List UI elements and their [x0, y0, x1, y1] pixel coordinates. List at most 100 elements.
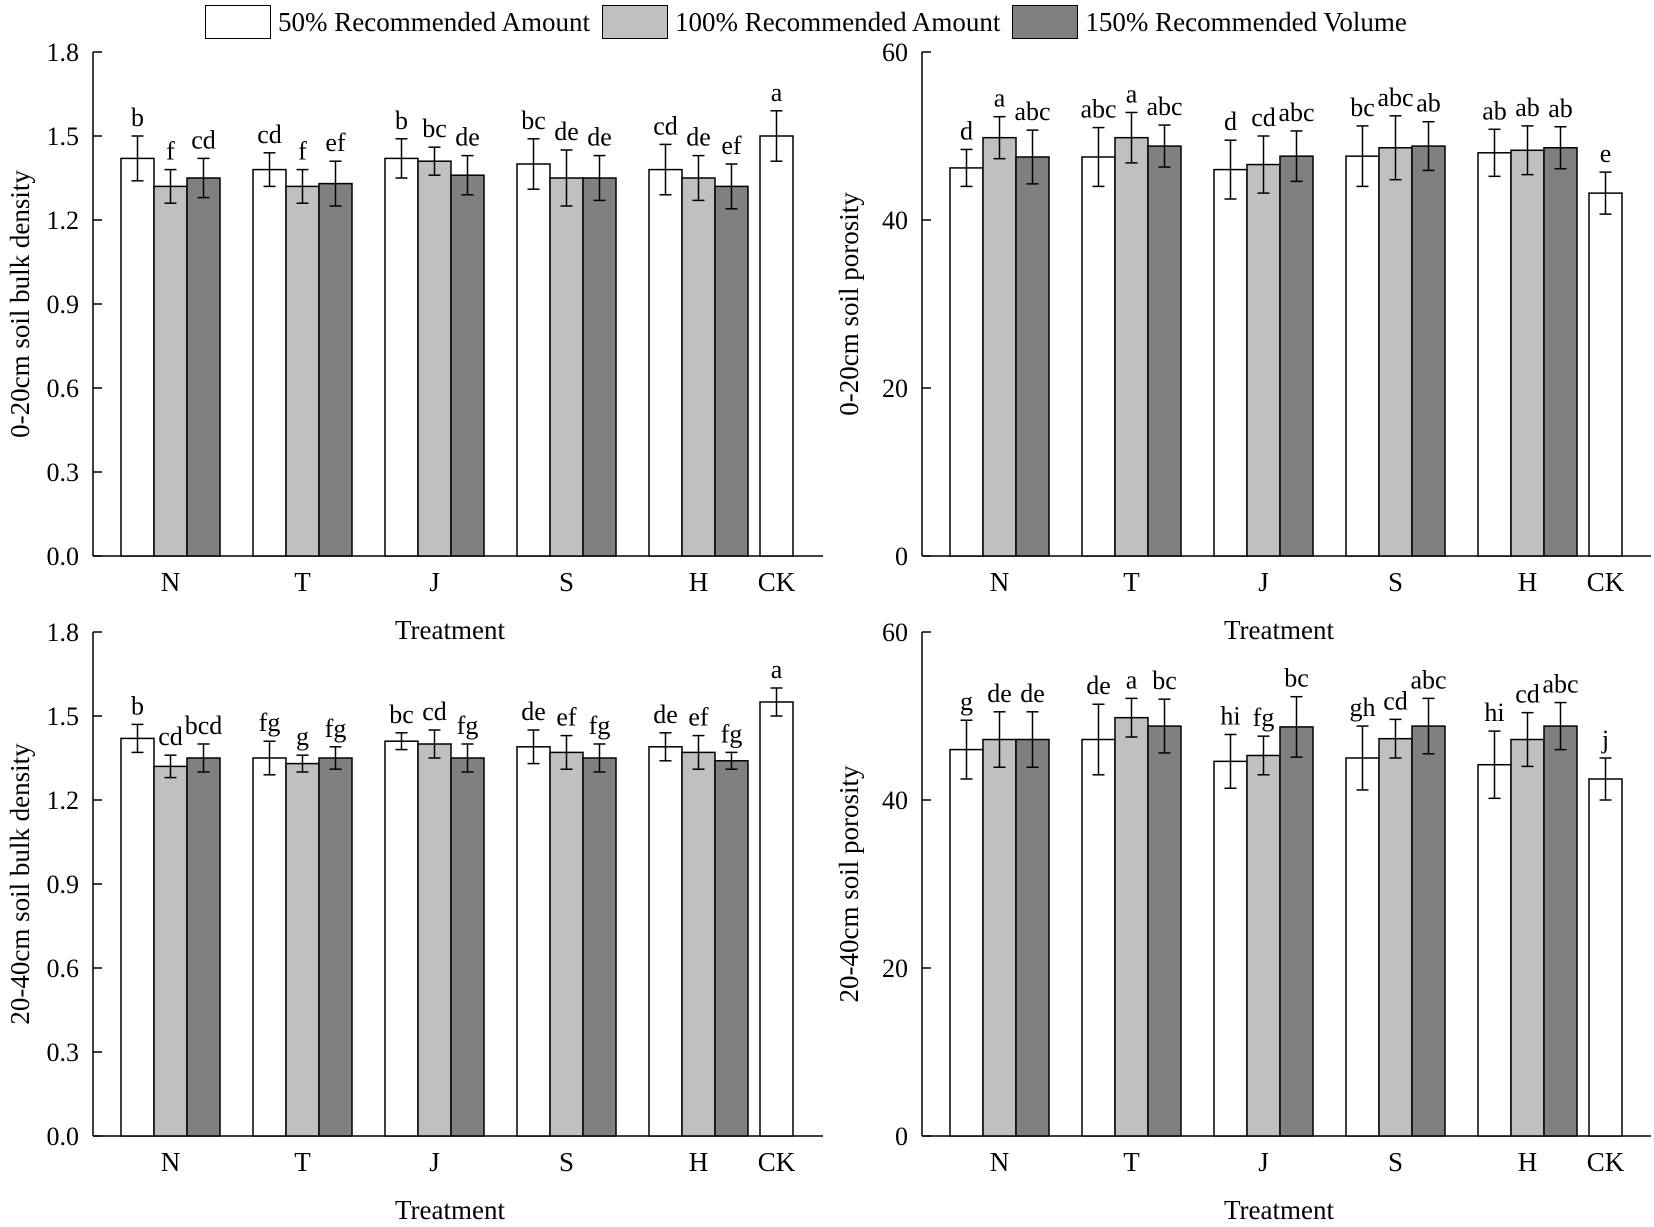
bar: [252, 757, 287, 1137]
legend-item-50: 50% Recommended Amount: [205, 5, 590, 39]
bar: [252, 168, 287, 557]
x-tick-label: T: [294, 567, 311, 597]
y-tick-label: 0.0: [47, 1122, 80, 1151]
significance-letter: de: [521, 697, 546, 726]
bar: [1588, 778, 1623, 1137]
bar: [549, 177, 584, 557]
x-tick-label: CK: [758, 567, 796, 597]
significance-letter: abc: [1278, 98, 1314, 127]
significance-letter: ab: [1482, 96, 1507, 125]
bar: [1213, 168, 1248, 557]
significance-letter: abc: [1542, 670, 1578, 699]
bar: [417, 743, 452, 1137]
significance-letter: bcd: [185, 711, 223, 740]
significance-letter: cd: [257, 120, 282, 149]
significance-letter: de: [1020, 679, 1045, 708]
bar: [285, 762, 320, 1137]
y-tick-label: 1.2: [47, 786, 80, 815]
y-axis-label: 0-20cm soil bulk density: [5, 170, 35, 438]
significance-letter: b: [131, 691, 144, 720]
bar: [1114, 136, 1149, 557]
bar: [582, 757, 617, 1137]
bar: [949, 167, 984, 557]
x-tick-label: T: [1123, 567, 1140, 597]
significance-letter: cd: [1515, 680, 1540, 709]
x-tick-label: CK: [1587, 567, 1625, 597]
x-tick-label: H: [1518, 567, 1538, 597]
significance-letter: de: [1086, 671, 1111, 700]
bar: [450, 757, 485, 1137]
significance-letter: bc: [1152, 666, 1177, 695]
x-axis-label: Treatment: [395, 1195, 505, 1225]
significance-letter: ef: [688, 703, 709, 732]
significance-letter: cd: [653, 111, 678, 140]
significance-letter: ab: [1515, 93, 1540, 122]
y-axis-label: 0-20cm soil porosity: [834, 192, 864, 416]
significance-letter: a: [1126, 665, 1138, 694]
significance-letter: fg: [457, 711, 479, 740]
bar: [1543, 147, 1578, 557]
significance-letter: de: [455, 123, 480, 152]
bar: [1477, 152, 1512, 557]
significance-letter: abc: [1014, 97, 1050, 126]
x-tick-label: N: [990, 1147, 1010, 1177]
bar: [714, 760, 749, 1137]
x-tick-label: T: [294, 1147, 311, 1177]
x-tick-label: N: [161, 1147, 181, 1177]
bar: [1345, 757, 1380, 1137]
significance-letter: d: [1224, 107, 1237, 136]
bar: [1378, 737, 1413, 1137]
bar: [1015, 156, 1050, 557]
y-axis-label: 20-40cm soil bulk density: [5, 743, 35, 1025]
significance-letter: bc: [521, 106, 546, 135]
bar: [285, 185, 320, 557]
x-tick-label: N: [990, 567, 1010, 597]
bar: [1246, 163, 1281, 557]
significance-letter: ab: [1416, 89, 1441, 118]
significance-letter: fg: [721, 719, 743, 748]
y-tick-label: 0: [895, 542, 908, 571]
legend-item-150: 150% Recommended Volume: [1012, 5, 1407, 39]
significance-letter: b: [131, 103, 144, 132]
bar: [1279, 726, 1314, 1137]
significance-letter: hi: [1220, 701, 1240, 730]
chart-panel-3: 0.0 0.3 0.6 0.9 1.2 1.5 1.8 20-40cm soil bulk d…: [5, 618, 823, 1225]
significance-letter: d: [960, 116, 973, 145]
significance-letter: fg: [259, 708, 281, 737]
significance-letter: de: [686, 123, 711, 152]
significance-letter: g: [960, 687, 973, 716]
y-tick-label: 60: [882, 38, 908, 67]
y-tick-label: 0.3: [47, 458, 80, 487]
significance-letter: cd: [422, 697, 447, 726]
x-tick-label: S: [559, 1147, 574, 1177]
significance-letter: f: [166, 137, 175, 166]
chart-panel-1: 0.0 0.3 0.6 0.9 1.2 1.5 1.8 0-20cm soil bulk de…: [5, 38, 823, 645]
bar: [982, 738, 1017, 1137]
significance-letter: cd: [158, 722, 183, 751]
y-tick-label: 1.8: [47, 618, 80, 647]
significance-letter: abc: [1080, 95, 1116, 124]
bar: [384, 157, 419, 557]
legend-label-150: 150% Recommended Volume: [1085, 6, 1407, 37]
significance-letter: fg: [325, 714, 347, 743]
legend-label-100: 100% Recommended Amount: [674, 6, 1001, 37]
y-tick-label: 40: [882, 206, 908, 235]
bar: [1510, 149, 1545, 557]
x-axis-label: Treatment: [395, 615, 505, 645]
x-axis-label: Treatment: [1224, 1195, 1334, 1225]
significance-letter: ef: [721, 131, 742, 160]
legend-item-100: 100% Recommended Amount: [601, 5, 1001, 39]
bar: [759, 135, 794, 557]
significance-letter: cd: [1383, 686, 1408, 715]
y-tick-label: 20: [882, 954, 908, 983]
y-tick-label: 0.9: [47, 870, 80, 899]
y-tick-label: 1.8: [47, 38, 80, 67]
y-tick-label: 0: [895, 1122, 908, 1151]
significance-letter: f: [298, 137, 307, 166]
bar: [648, 168, 683, 557]
significance-letter: ef: [325, 128, 346, 157]
bar: [1147, 725, 1182, 1137]
bar: [582, 177, 617, 557]
x-tick-label: CK: [1587, 1147, 1625, 1177]
